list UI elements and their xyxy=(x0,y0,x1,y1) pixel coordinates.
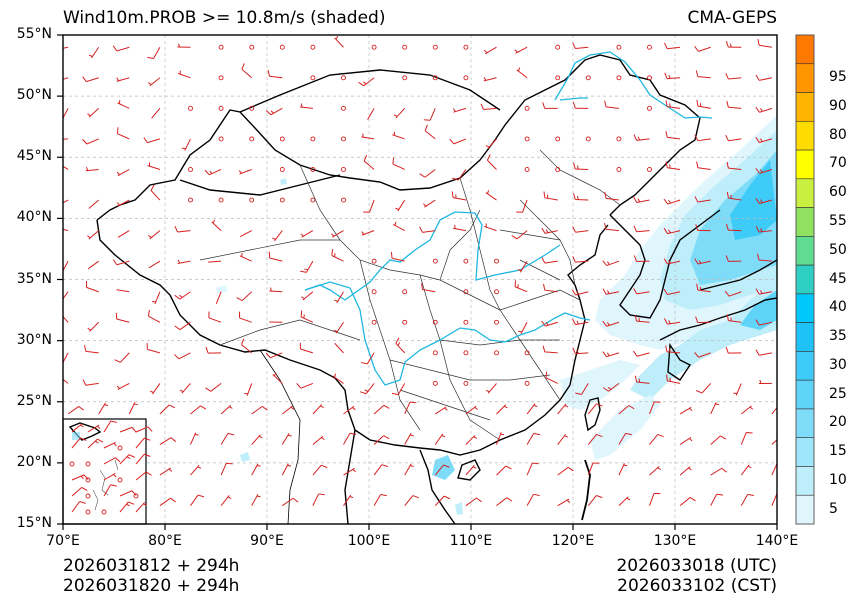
colorbar-label: 60 xyxy=(829,184,847,201)
colorbar xyxy=(795,34,815,525)
chart-title: Wind10m.PROB >= 10.8m/s (shaded) xyxy=(63,8,386,28)
colorbar-label: 45 xyxy=(829,270,847,287)
colorbar-label: 35 xyxy=(829,328,847,345)
y-tick-label: 30°N xyxy=(16,331,52,348)
y-tick-label: 55°N xyxy=(16,26,52,42)
coastlines-borders xyxy=(96,54,777,524)
init-time-block: 2026031812 + 294h 2026031820 + 294h xyxy=(63,556,239,596)
colorbar-label: 80 xyxy=(829,126,847,143)
colorbar-label: 55 xyxy=(829,212,847,229)
x-tick-label: 90°E xyxy=(250,533,284,549)
major-rivers xyxy=(304,51,713,386)
colorbar-label: 25 xyxy=(829,385,847,402)
colorbar-label: 15 xyxy=(829,443,847,460)
colorbar-label: 20 xyxy=(829,414,847,431)
init-time-cst: 2026031820 + 294h xyxy=(63,576,240,596)
y-tick-label: 45°N xyxy=(16,148,52,165)
colorbar-label: 10 xyxy=(829,471,847,488)
init-time-utc: 2026031812 + 294h xyxy=(63,556,240,576)
x-tick-label: 120°E xyxy=(551,533,595,549)
x-tick-label: 70°E xyxy=(46,533,80,549)
valid-time-block: 2026033018 (UTC) 2026033102 (CST) xyxy=(616,556,777,596)
x-tick-label: 140°E xyxy=(755,533,799,549)
axis-ticks xyxy=(57,34,778,530)
y-tick-label: 15°N xyxy=(16,515,52,531)
y-tick-label: 35°N xyxy=(16,270,52,287)
y-tick-label: 50°N xyxy=(16,87,52,104)
y-tick-label: 25°N xyxy=(16,392,52,409)
colorbar-label: 30 xyxy=(829,356,847,373)
x-tick-label: 130°E xyxy=(653,533,697,549)
x-tick-label: 80°E xyxy=(148,533,182,549)
colorbar-label: 90 xyxy=(829,97,847,114)
colorbar-label: 5 xyxy=(829,500,838,517)
province-boundaries xyxy=(199,149,621,441)
valid-time-cst: 2026033102 (CST) xyxy=(617,576,777,596)
colorbar-label: 70 xyxy=(829,155,847,172)
colorbar-label: 40 xyxy=(829,299,847,316)
y-tick-label: 40°N xyxy=(16,209,52,226)
x-tick-label: 100°E xyxy=(347,533,391,549)
valid-time-utc: 2026033018 (UTC) xyxy=(616,556,777,576)
colorbar-label: 95 xyxy=(829,69,847,86)
probability-shading xyxy=(215,115,777,515)
model-source-label: CMA-GEPS xyxy=(687,8,777,28)
y-tick-label: 20°N xyxy=(16,453,52,470)
south-china-sea-inset xyxy=(62,418,153,525)
x-tick-label: 110°E xyxy=(449,533,493,549)
colorbar-label: 50 xyxy=(829,241,847,258)
